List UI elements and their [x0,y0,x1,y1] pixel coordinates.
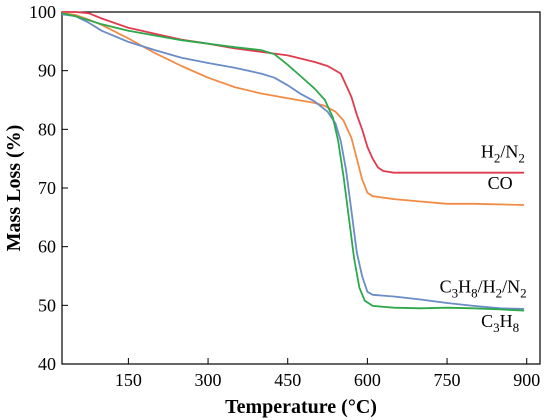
series-annotation-1: H2/N2 [481,141,525,165]
series-annotation-3: C3H8/H2/N2 [440,276,527,300]
series-line-1 [62,11,525,174]
plot-area-frame [61,11,541,365]
series-annotation-2: CO [488,173,513,193]
y-tick-label: 100 [29,2,56,22]
series-line-2 [61,12,525,206]
series-line-4 [61,12,525,312]
x-tick-label: 750 [434,370,461,390]
series-layer [61,11,525,312]
x-tick-label: 300 [195,370,222,390]
y-tick-label: 60 [38,237,56,257]
y-tick-label: 90 [38,61,56,81]
x-tick-label: 450 [274,370,301,390]
y-tick-label: 70 [38,178,56,198]
y-tick-label: 50 [38,295,56,315]
tick-layer: 150 300 450 600 750 900 40 50 60 70 80 90 100 [29,2,540,390]
y-axis-title: Mass Loss (%) [3,125,25,252]
x-tick-label: 900 [513,370,540,390]
y-tick-label: 40 [38,354,56,374]
x-tick-label: 150 [115,370,142,390]
annotation-layer: H2/N2 CO C3H8/H2/N2 C3H8 [440,141,527,335]
series-annotation-4: C3H8 [481,311,519,335]
series-line-3 [61,13,525,310]
y-tick-label: 80 [38,119,56,139]
x-axis-title: Temperature (°C) [225,396,377,418]
x-tick-label: 600 [354,370,381,390]
